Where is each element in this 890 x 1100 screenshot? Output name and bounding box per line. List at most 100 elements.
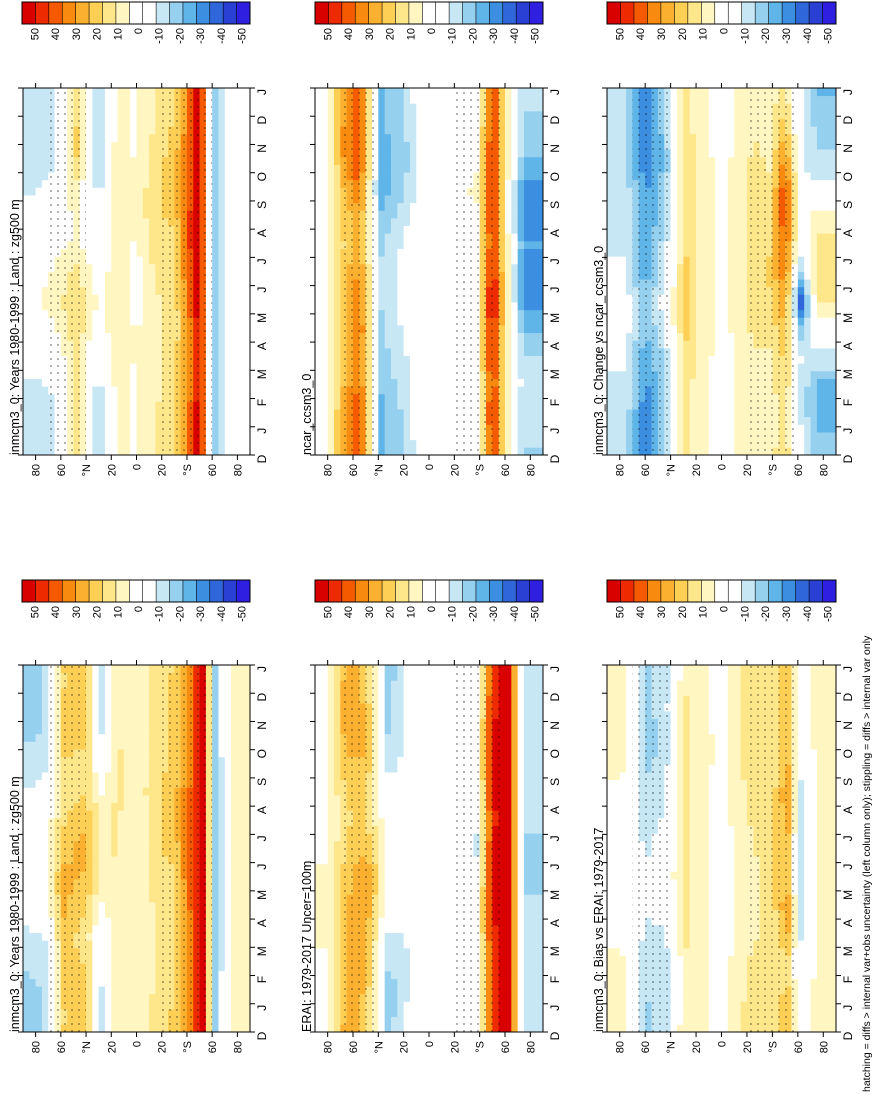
heatmap-cell bbox=[237, 179, 245, 188]
heatmap-cell bbox=[104, 110, 112, 119]
heatmap-cell bbox=[111, 439, 118, 448]
heatmap-cell bbox=[410, 424, 417, 433]
heatmap-cell bbox=[111, 848, 118, 857]
heatmap-cell bbox=[231, 302, 238, 311]
heatmap-cell bbox=[98, 95, 106, 104]
heatmap-cell bbox=[212, 810, 219, 819]
heatmap-cell bbox=[243, 741, 251, 750]
heatmap-cell bbox=[231, 393, 238, 402]
heatmap-cell bbox=[29, 1024, 37, 1033]
heatmap-cell bbox=[218, 680, 226, 689]
heatmap-cell bbox=[136, 355, 144, 364]
heatmap-cell bbox=[35, 787, 43, 796]
heatmap-cell bbox=[155, 156, 163, 165]
heatmap-cell bbox=[237, 202, 245, 211]
heatmap-cell bbox=[231, 856, 238, 865]
heatmap-cell bbox=[224, 978, 232, 987]
heatmap-cell bbox=[243, 401, 251, 410]
heatmap-cell bbox=[41, 256, 49, 265]
heatmap-cell bbox=[92, 848, 100, 857]
heatmap-cell bbox=[98, 110, 106, 119]
heatmap-cell bbox=[92, 248, 100, 257]
heatmap-cell bbox=[212, 217, 219, 227]
heatmap-cell bbox=[435, 363, 443, 372]
heatmap-cell bbox=[23, 871, 30, 880]
heatmap-cell bbox=[237, 172, 245, 181]
heatmap-cell bbox=[104, 894, 112, 903]
month-tick-label: M bbox=[255, 313, 269, 323]
heatmap-cell bbox=[142, 210, 150, 219]
heatmap-cell bbox=[403, 393, 411, 402]
heatmap-cell bbox=[117, 695, 125, 704]
heatmap-cell bbox=[315, 302, 322, 311]
colorbar-swatch bbox=[35, 2, 50, 24]
heatmap-cell bbox=[104, 432, 112, 441]
heatmap-cell bbox=[378, 363, 386, 372]
colorbar-swatch bbox=[89, 2, 103, 24]
heatmap-cell bbox=[149, 95, 156, 104]
heatmap-cell bbox=[149, 917, 156, 926]
heatmap-cell bbox=[212, 416, 219, 425]
heatmap-cell bbox=[237, 126, 245, 135]
heatmap-cell bbox=[155, 886, 163, 895]
heatmap-cell bbox=[92, 133, 100, 142]
heatmap-cell bbox=[92, 447, 100, 456]
heatmap-cell bbox=[441, 439, 449, 448]
heatmap-cell bbox=[237, 680, 245, 689]
heatmap-cell bbox=[123, 894, 131, 903]
heatmap-cell bbox=[117, 986, 125, 995]
heatmap-cell bbox=[212, 894, 219, 903]
heatmap-cell bbox=[224, 909, 232, 918]
heatmap-cell bbox=[218, 110, 226, 119]
heatmap-cell bbox=[86, 940, 93, 949]
heatmap-cell bbox=[155, 317, 163, 326]
heatmap-cell bbox=[111, 947, 118, 956]
colorbar-swatch bbox=[48, 580, 63, 602]
heatmap-cell bbox=[86, 1016, 93, 1025]
heatmap-cell bbox=[142, 355, 150, 364]
heatmap-cell bbox=[41, 924, 49, 934]
heatmap-cell bbox=[224, 347, 232, 357]
heatmap-cell bbox=[435, 225, 443, 234]
heatmap-cell bbox=[391, 141, 398, 150]
heatmap-cell bbox=[155, 932, 163, 941]
heatmap-cell bbox=[98, 756, 106, 765]
heatmap-cell bbox=[218, 726, 226, 735]
heatmap-cell bbox=[136, 263, 144, 272]
heatmap-cell bbox=[435, 126, 443, 135]
heatmap-cell bbox=[142, 848, 150, 857]
heatmap-cell bbox=[224, 733, 232, 742]
heatmap-cell bbox=[92, 172, 100, 181]
heatmap-cell bbox=[142, 695, 150, 704]
heatmap-cell bbox=[327, 103, 335, 112]
heatmap-cell bbox=[243, 993, 251, 1002]
heatmap-cell bbox=[23, 256, 30, 265]
heatmap-cell bbox=[416, 233, 424, 242]
heatmap-cell bbox=[92, 156, 100, 165]
heatmap-cell bbox=[218, 217, 226, 227]
heatmap-cell bbox=[142, 88, 150, 97]
heatmap-cell bbox=[142, 917, 150, 926]
heatmap-cell bbox=[142, 726, 150, 735]
heatmap-cell bbox=[212, 756, 219, 765]
heatmap-cell bbox=[224, 141, 232, 150]
heatmap-cell bbox=[149, 401, 156, 410]
heatmap-cell bbox=[378, 439, 386, 448]
heatmap-cell bbox=[397, 156, 405, 165]
heatmap-cell bbox=[410, 447, 417, 456]
heatmap-cell bbox=[149, 710, 156, 719]
heatmap-cell bbox=[321, 210, 329, 219]
panel-1: 80 60 °N 20 0 20 °S 60 80DJFMAMJJASONDJinmcm3_0:… bbox=[8, 1, 269, 476]
heatmap-cell bbox=[142, 393, 150, 402]
heatmap-cell bbox=[321, 95, 329, 104]
heatmap-cell bbox=[429, 133, 436, 142]
heatmap-cell bbox=[334, 217, 341, 227]
heatmap-cell bbox=[23, 447, 30, 456]
heatmap-cell bbox=[155, 294, 163, 303]
heatmap-cell bbox=[218, 95, 226, 104]
heatmap-cell bbox=[23, 856, 30, 865]
lat-tick-label: 60 bbox=[56, 1041, 68, 1053]
heatmap-cell bbox=[136, 340, 144, 349]
heatmap-cell bbox=[422, 424, 430, 433]
heatmap-cell bbox=[104, 710, 112, 719]
